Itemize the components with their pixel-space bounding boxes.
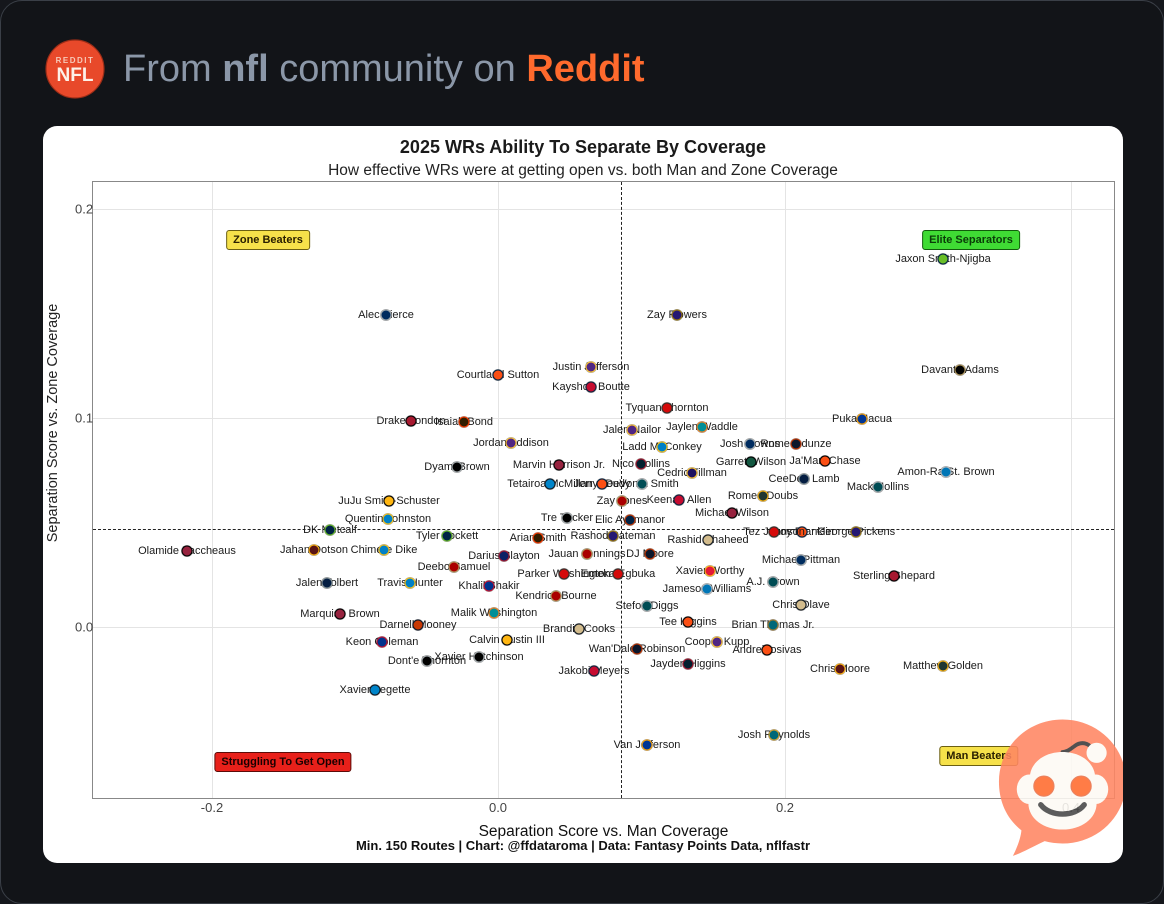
- svg-text:REDDIT: REDDIT: [56, 56, 95, 65]
- svg-text:NFL: NFL: [57, 65, 94, 86]
